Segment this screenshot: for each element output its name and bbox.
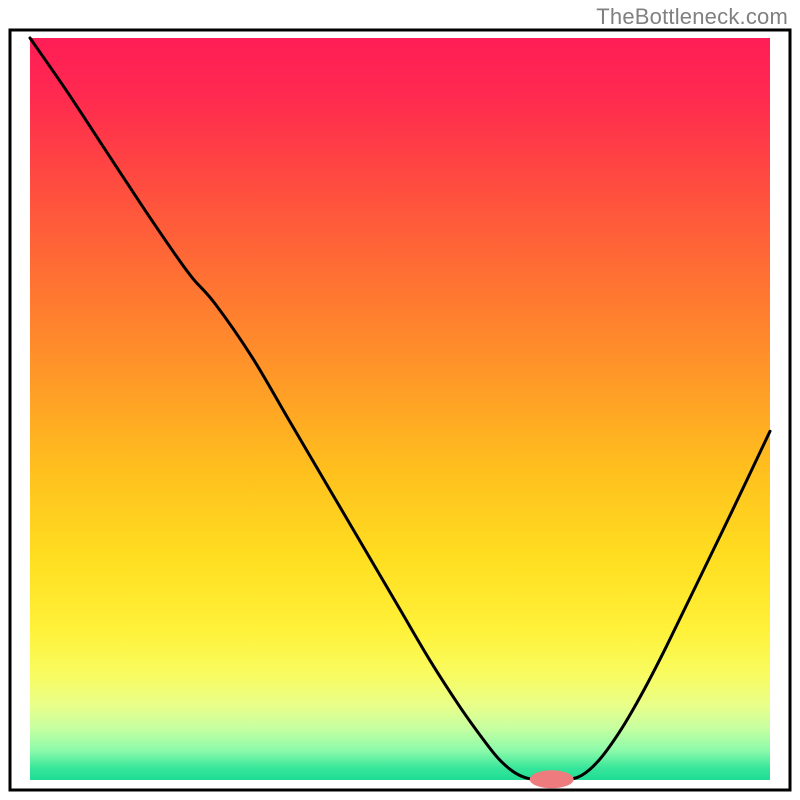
optimal-point-marker [530,770,574,788]
watermark-text: TheBottleneck.com [596,4,788,30]
bottleneck-gradient-chart [0,0,800,800]
chart-container: TheBottleneck.com [0,0,800,800]
gradient-background [30,38,770,780]
